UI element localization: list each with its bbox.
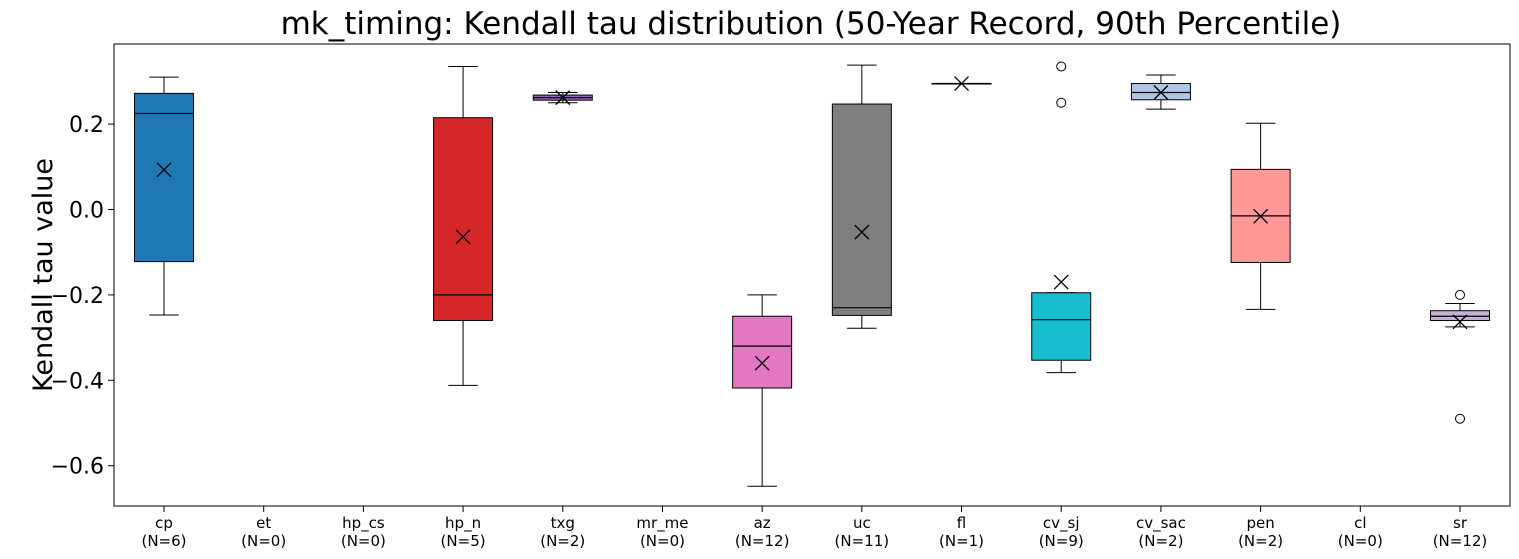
x-axis: cp(N=6)et(N=0)hp_cs(N=0)hp_n(N=5)txg(N=2…	[141, 506, 1487, 550]
x-tick-count-label: (N=0)	[640, 532, 685, 550]
box-iqr	[1430, 310, 1490, 322]
box-cv_sj	[1031, 61, 1092, 374]
box-txg	[532, 90, 593, 106]
y-tick-label: −0.4	[51, 369, 104, 394]
box-cp	[134, 76, 194, 316]
box-iqr	[831, 103, 892, 316]
box-uc	[831, 64, 892, 329]
y-axis: 0.2 0.0 −0.2 −0.4 −0.6	[51, 113, 114, 480]
plot-area	[134, 61, 1490, 487]
x-tick-label: txg	[551, 514, 575, 532]
y-tick-label: 0.2	[69, 113, 104, 138]
mean-marker	[1253, 208, 1269, 224]
x-tick-count-label: (N=11)	[835, 532, 890, 550]
x-tick-label: uc	[853, 514, 871, 532]
box-cv_sac	[1130, 74, 1191, 110]
x-tick-count-label: (N=2)	[540, 532, 585, 550]
chart-title: mk_timing: Kendall tau distribution (50-…	[281, 6, 1342, 42]
x-tick-label: sr	[1453, 514, 1468, 532]
y-tick-label: −0.6	[51, 455, 104, 480]
x-tick-count-label: (N=1)	[939, 532, 984, 550]
x-tick-label: cp	[155, 514, 173, 532]
x-tick-label: az	[754, 514, 771, 532]
y-axis-label: Kendall tau value	[28, 158, 59, 392]
x-tick-count-label: (N=2)	[1138, 532, 1183, 550]
mean-marker	[156, 162, 172, 178]
plot-frame	[113, 43, 1511, 507]
x-tick-label: cl	[1354, 514, 1366, 532]
mean-marker	[854, 224, 870, 240]
x-tick-count-label: (N=12)	[1433, 532, 1488, 550]
x-tick-count-label: (N=0)	[241, 532, 286, 550]
x-tick-count-label: (N=0)	[1338, 532, 1383, 550]
mean-marker	[555, 90, 571, 106]
box-iqr	[134, 92, 194, 263]
x-tick-count-label: (N=5)	[441, 532, 486, 550]
x-tick-count-label: (N=12)	[735, 532, 790, 550]
y-tick-label: 0.0	[69, 199, 104, 224]
mean-marker	[754, 355, 770, 371]
mean-marker	[1452, 314, 1468, 330]
box-iqr	[433, 117, 494, 322]
box-sr	[1430, 289, 1490, 424]
mean-marker	[954, 76, 969, 91]
mean-marker	[455, 229, 471, 245]
outlier-point	[1455, 413, 1465, 424]
x-tick-count-label: (N=2)	[1238, 532, 1283, 550]
outlier-point	[1455, 289, 1465, 300]
x-tick-count-label: (N=9)	[1039, 532, 1084, 550]
box-pen	[1230, 122, 1291, 310]
x-tick-label: hp_n	[445, 514, 481, 533]
outlier-point	[1056, 97, 1067, 108]
mean-marker	[1053, 274, 1069, 290]
mean-marker	[1153, 85, 1169, 100]
box-fl	[931, 76, 992, 91]
box-az	[732, 294, 793, 487]
box-hp_n	[433, 65, 494, 386]
x-tick-label: et	[256, 514, 271, 532]
x-tick-count-label: (N=6)	[141, 532, 186, 550]
x-tick-label: cv_sj	[1043, 514, 1080, 533]
box-iqr	[1031, 292, 1092, 361]
x-tick-label: cv_sac	[1136, 514, 1186, 533]
x-tick-count-label: (N=0)	[341, 532, 386, 550]
x-tick-label: fl	[957, 514, 966, 532]
y-tick-label: −0.2	[51, 284, 104, 309]
box-iqr	[732, 315, 793, 389]
x-tick-label: pen	[1246, 514, 1274, 532]
outlier-point	[1056, 61, 1067, 72]
x-tick-label: hp_cs	[342, 514, 385, 533]
x-tick-label: mr_me	[636, 514, 688, 533]
